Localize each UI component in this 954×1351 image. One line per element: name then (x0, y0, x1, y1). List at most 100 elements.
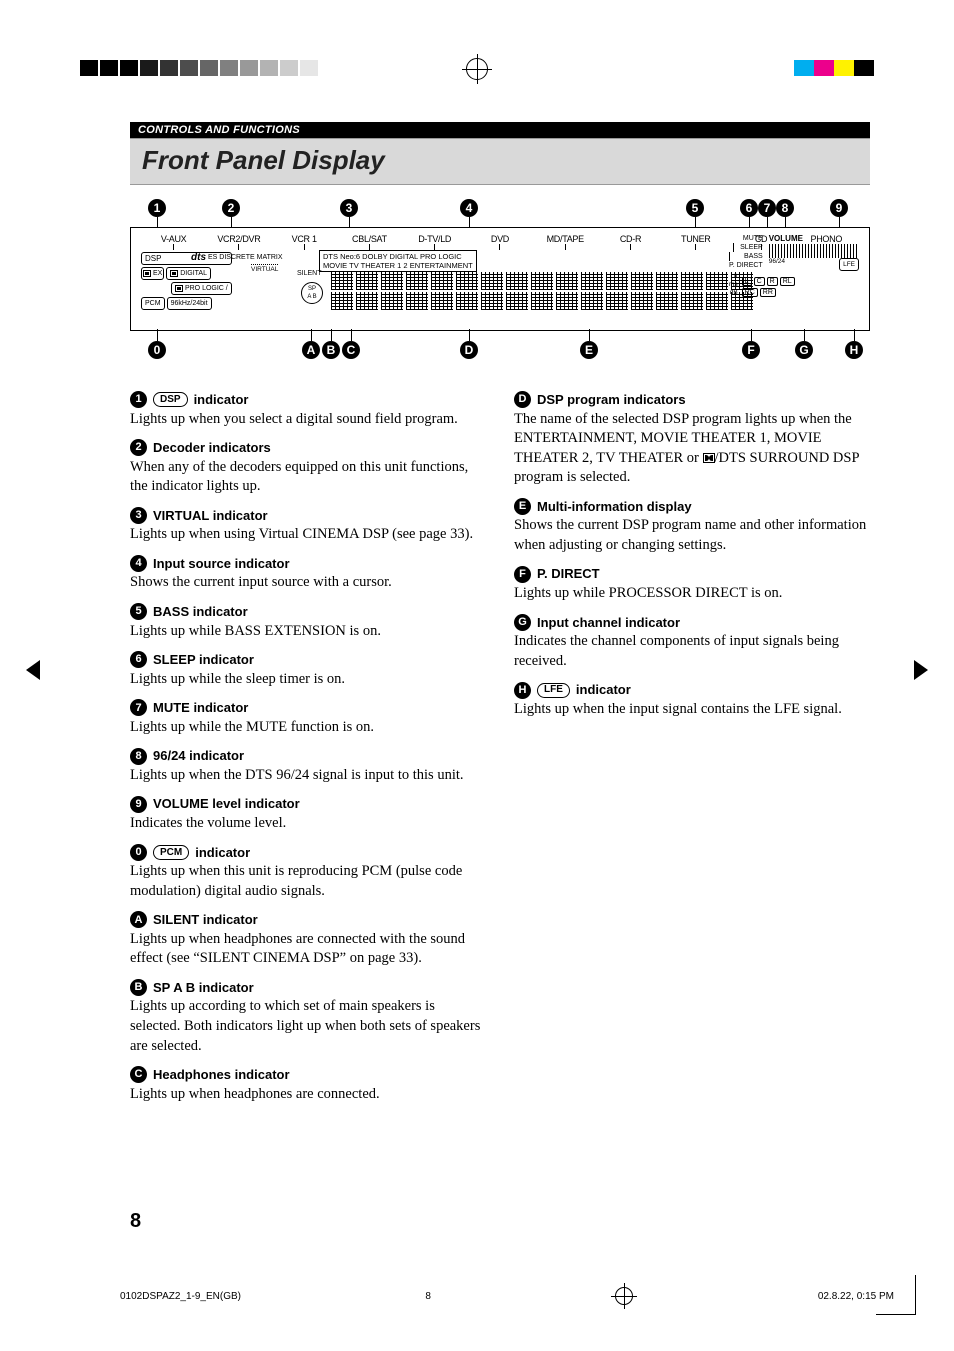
item-badge: 7 (130, 699, 147, 716)
description-item: 0 PCM indicatorLights up when this unit is… (130, 844, 486, 902)
source-label: V-AUX (141, 234, 206, 250)
callout-badge: A (302, 341, 320, 359)
item-badge: A (130, 911, 147, 928)
item-body: Lights up while PROCESSOR DIRECT is on. (514, 584, 870, 604)
item-title: Decoder indicators (153, 439, 271, 457)
item-body: Lights up while the sleep timer is on. (130, 670, 486, 690)
item-title: MUTE indicator (153, 699, 248, 717)
item-badge: 1 (130, 391, 147, 408)
pill-label: DSP (153, 392, 188, 407)
source-label: CD-R (598, 234, 663, 250)
item-body: Lights up when using Virtual CINEMA DSP … (130, 525, 486, 545)
item-badge: 2 (130, 439, 147, 456)
item-badge: E (514, 498, 531, 515)
item-badge: B (130, 979, 147, 996)
section-header: CONTROLS AND FUNCTIONS (130, 122, 870, 138)
description-item: BSP A B indicatorLights up according to … (130, 979, 486, 1056)
item-body: Lights up when headphones are connected … (130, 930, 486, 969)
callout-badge: 4 (460, 199, 478, 217)
callout-badge: 1 (148, 199, 166, 217)
callout-badge: 2 (222, 199, 240, 217)
item-badge: 9 (130, 796, 147, 813)
item-body: Lights up when the input signal contains… (514, 700, 870, 720)
pill-label: LFE (537, 683, 570, 698)
description-item: 896/24 indicatorLights up when the DTS 9… (130, 747, 486, 785)
item-body: Shows the current input source with a cu… (130, 573, 486, 593)
item-title: Headphones indicator (153, 1066, 290, 1084)
callout-badge: 7 (758, 199, 776, 217)
description-item: E Multi-information displayShows the curr… (514, 498, 870, 556)
item-title: DSP program indicators (537, 391, 686, 409)
item-title: BASS indicator (153, 603, 248, 621)
item-body: Indicates the volume level. (130, 814, 486, 834)
footer: 0102DSPAZ2_1-9_EN(GB) 8 02.8.22, 0:15 PM (120, 1287, 894, 1305)
item-badge: H (514, 682, 531, 699)
page-content: CONTROLS AND FUNCTIONS Front Panel Displ… (130, 122, 870, 1114)
description-item: 4Input source indicatorShows the current… (130, 555, 486, 593)
callout-badge: C (342, 341, 360, 359)
item-body: Lights up when the DTS 96/24 signal is i… (130, 766, 486, 786)
item-title: indicator (195, 844, 250, 862)
item-title: 96/24 indicator (153, 747, 244, 765)
source-label: TUNER (663, 234, 728, 250)
description-item: H LFE indicatorLights up when the input si… (514, 681, 870, 719)
description-item: 3VIRTUAL indicatorLights up when using V… (130, 507, 486, 545)
callout-badge: 8 (776, 199, 794, 217)
item-badge: 0 (130, 844, 147, 861)
description-item: 6SLEEP indicatorLights up while the slee… (130, 651, 486, 689)
item-body: Shows the current DSP program name and o… (514, 516, 870, 555)
callout-badge: H (845, 341, 863, 359)
description-item: A SILENT indicatorLights up when headphon… (130, 911, 486, 969)
item-badge: D (514, 391, 531, 408)
source-label: DVD (467, 234, 532, 250)
description-item: G Input channel indicatorIndicates the ch… (514, 614, 870, 672)
page-title: Front Panel Display (130, 138, 870, 185)
description-item: DDSP program indicatorsThe name of the s… (514, 391, 870, 488)
channel-box: L (742, 277, 752, 286)
item-badge: 6 (130, 651, 147, 668)
callout-badge: F (742, 341, 760, 359)
channel-box: C (754, 277, 765, 286)
item-body: Lights up when this unit is reproducing … (130, 862, 486, 901)
item-body: Lights up when you select a digital soun… (130, 410, 486, 430)
dolby-icon (703, 453, 715, 463)
source-label: VCR2/DVR (206, 234, 271, 250)
item-title: indicator (576, 681, 631, 699)
item-title: VOLUME level indicator (153, 795, 300, 813)
callout-badge: D (460, 341, 478, 359)
callout-badge: G (795, 341, 813, 359)
item-body: Lights up according to which set of main… (130, 997, 486, 1056)
page-number: 8 (130, 1210, 141, 1233)
source-label: VCR 1 (272, 234, 337, 250)
channel-box: RC (742, 288, 758, 297)
item-title: Input channel indicator (537, 614, 680, 632)
item-title: SILENT indicator (153, 911, 258, 929)
channel-box: R (767, 277, 778, 286)
item-body: Lights up while BASS EXTENSION is on. (130, 622, 486, 642)
callout-badge: 5 (686, 199, 704, 217)
item-badge: G (514, 614, 531, 631)
reg-mark-icon (615, 1287, 633, 1305)
display-diagram: 123456789 V-AUXVCR2/DVRVCR 1CBL/SATD-TV/… (130, 199, 870, 365)
item-title: Multi-information display (537, 498, 692, 516)
description-item: 9 VOLUME level indicatorIndicates the vol… (130, 795, 486, 833)
description-columns: 1DSPindicatorLights up when you select a… (130, 391, 870, 1114)
crop-corner (876, 1275, 916, 1315)
source-label: D-TV/LD (402, 234, 467, 250)
item-badge: 3 (130, 507, 147, 524)
description-item: FP. DIRECTLights up while PROCESSOR DIRE… (514, 565, 870, 603)
item-title: indicator (194, 391, 249, 409)
callout-badge: E (580, 341, 598, 359)
description-item: 2 Decoder indicatorsWhen any of the decod… (130, 439, 486, 497)
lcd-panel: V-AUXVCR2/DVRVCR 1CBL/SATD-TV/LDDVDMD/TA… (130, 227, 870, 331)
item-body: Indicates the channel components of inpu… (514, 632, 870, 671)
callout-badge: 3 (340, 199, 358, 217)
pill-label: PCM (153, 845, 189, 860)
crop-arrow-right (914, 660, 928, 680)
item-badge: 4 (130, 555, 147, 572)
description-item: 5BASS indicatorLights up while BASS EXTE… (130, 603, 486, 641)
item-body: When any of the decoders equipped on thi… (130, 458, 486, 497)
description-item: 1 DSP indicatorLights up when you select a… (130, 391, 486, 429)
source-label: MD/TAPE (533, 234, 598, 250)
item-title: P. DIRECT (537, 565, 600, 583)
